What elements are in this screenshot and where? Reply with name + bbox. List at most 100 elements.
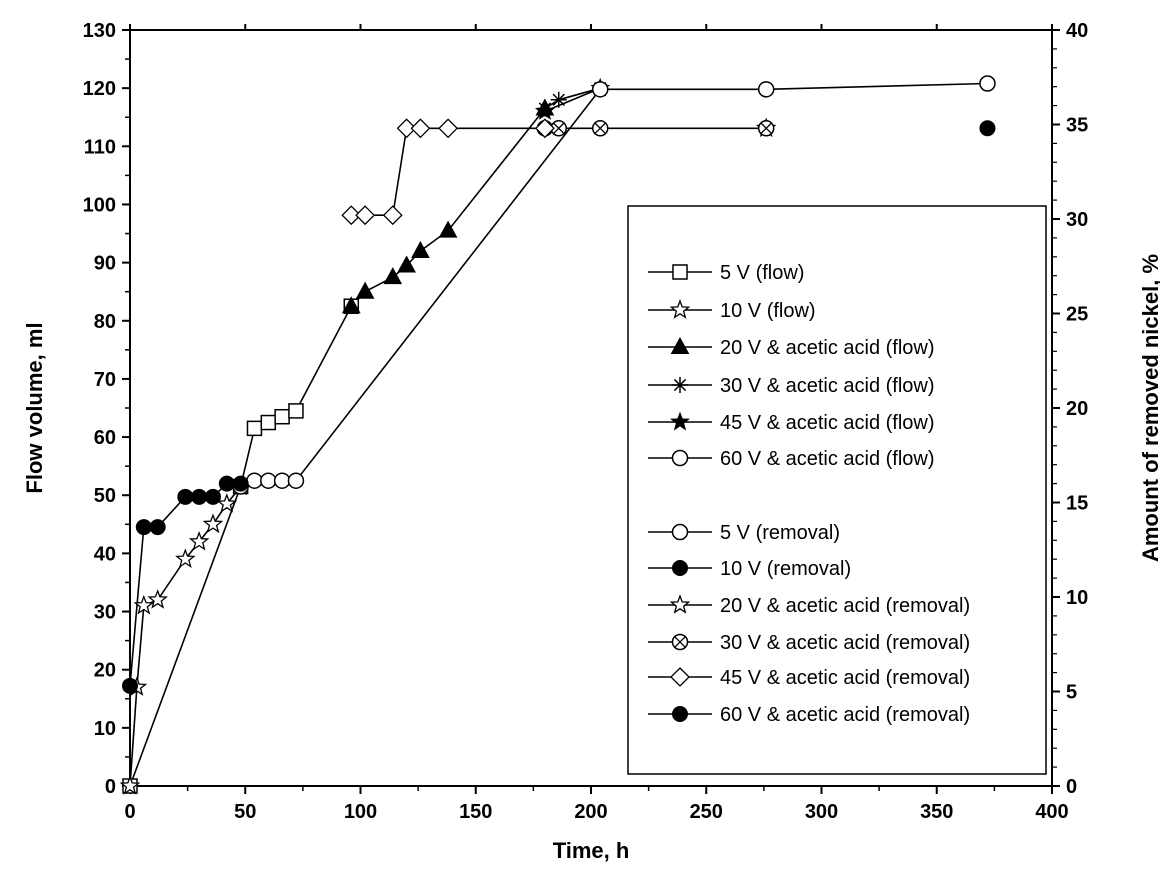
circle-cross-stroke	[760, 122, 772, 135]
data-point-20-v-acetic-acid-flow	[438, 220, 458, 238]
y-tick-label: 70	[94, 369, 116, 391]
data-point-45-v-acetic-acid-flow	[534, 100, 555, 120]
legend-box	[627, 205, 1047, 775]
y2-tick-label: 15	[1066, 493, 1088, 515]
data-point-60-v-acetic-acid-removal	[979, 120, 996, 137]
legend-marker	[670, 336, 690, 354]
y-tick-label: 130	[83, 20, 116, 42]
data-point-5-v-flow	[246, 420, 263, 437]
legend-marker	[670, 411, 690, 431]
x-tick-label: 350	[920, 801, 953, 823]
x-tick-label: 200	[574, 801, 607, 823]
legend-marker	[671, 633, 689, 651]
y-tick-label: 80	[94, 311, 116, 333]
legend-entry-label: 5 V (removal)	[720, 522, 840, 544]
legend-marker	[672, 377, 688, 393]
data-point-10-v-removal	[232, 475, 249, 492]
legend-entry-label: 10 V (flow)	[720, 300, 816, 322]
legend-entry-label: 20 V & acetic acid (flow)	[720, 337, 935, 359]
y2-axis-title: Amount of removed nickel, %	[1138, 254, 1160, 562]
legend-entry-label: 60 V & acetic acid (removal)	[720, 704, 970, 726]
data-point-5-v-flow	[274, 408, 290, 425]
asterisk-stroke	[552, 93, 565, 106]
data-point-10-v-flow	[147, 589, 168, 609]
data-point-10-v-flow	[216, 493, 238, 513]
legend-entry-label: 45 V & acetic acid (removal)	[720, 667, 970, 689]
data-point-45-v-acetic-acid-removal	[410, 118, 431, 139]
data-point-60-v-acetic-acid-flow	[273, 472, 291, 489]
data-point-20-v-acetic-acid-flow	[355, 281, 375, 299]
data-point-20-v-acetic-acid-flow	[341, 296, 361, 314]
data-point-60-v-acetic-acid-flow	[757, 81, 775, 98]
data-point-60-v-acetic-acid-flow	[246, 472, 263, 489]
y-tick-label: 90	[94, 253, 116, 275]
series-line-10-v-removal	[129, 482, 241, 686]
y-axis-title: Flow volume, ml	[22, 322, 47, 493]
data-point-10-v-flow	[188, 530, 210, 551]
data-point-20-v-acetic-acid-flow	[397, 255, 416, 273]
data-point-10-v-flow	[133, 594, 155, 615]
y2-tick-label: 20	[1066, 398, 1088, 420]
data-point-45-v-acetic-acid-removal	[341, 205, 362, 226]
y-tick-label: 20	[94, 660, 116, 682]
y2-tick-label: 0	[1066, 776, 1077, 798]
y-tick-label: 50	[94, 485, 116, 507]
data-point-10-v-removal	[191, 488, 208, 505]
y2-tick-label: 10	[1066, 587, 1088, 609]
legend-marker	[672, 560, 688, 576]
y2-tick-label: 30	[1066, 209, 1088, 231]
x-tick-label: 400	[1035, 801, 1068, 823]
data-point-10-v-removal	[218, 475, 235, 492]
asterisk-stroke	[673, 378, 687, 392]
x-tick-label: 300	[805, 801, 838, 823]
data-point-20-v-acetic-acid-flow	[383, 267, 403, 285]
data-point-10-v-removal	[135, 519, 152, 536]
data-point-30-v-acetic-acid-flow	[550, 91, 567, 108]
series-line-5-v-flow	[129, 305, 353, 787]
y-tick-label: 60	[94, 427, 116, 449]
x-tick-label: 150	[459, 801, 492, 823]
data-point-45-v-acetic-acid-removal	[438, 118, 459, 139]
legend-entry-label: 10 V (removal)	[720, 558, 851, 580]
data-point-30-v-acetic-acid-removal	[591, 120, 609, 137]
legend-entry-label: 60 V & acetic acid (flow)	[720, 448, 935, 470]
legend-marker	[672, 706, 688, 722]
y-tick-label: 100	[83, 194, 116, 216]
y2-tick-label: 35	[1066, 115, 1088, 137]
data-point-30-v-acetic-acid-removal	[757, 120, 775, 137]
legend-marker	[671, 523, 689, 541]
x-tick-label: 0	[124, 801, 135, 823]
data-point-60-v-acetic-acid-flow	[979, 75, 996, 92]
y2-tick-label: 25	[1066, 304, 1088, 326]
y-tick-label: 10	[94, 718, 116, 740]
y-tick-label: 40	[94, 543, 116, 565]
data-point-10-v-flow	[202, 513, 224, 534]
x-tick-label: 50	[234, 801, 256, 823]
y-tick-label: 110	[84, 136, 116, 158]
legend-marker	[672, 264, 688, 280]
circle-cross-stroke	[594, 122, 606, 135]
data-point-10-v-removal	[177, 488, 194, 505]
legend-entry-label: 20 V & acetic acid (removal)	[720, 595, 970, 617]
data-point-10-v-flow	[119, 775, 141, 795]
y2-tick-label: 40	[1066, 20, 1088, 42]
series-line-45-v-acetic-acid-flow	[544, 87, 601, 113]
x-axis-title: Time, h	[553, 838, 630, 863]
data-point-5-v-flow	[260, 414, 277, 431]
legend-entry-label: 30 V & acetic acid (flow)	[720, 375, 935, 397]
data-point-20-v-acetic-acid-flow	[411, 240, 430, 258]
legend-marker	[669, 299, 691, 319]
data-point-45-v-acetic-acid-removal	[396, 118, 417, 139]
data-point-10-v-removal	[204, 488, 221, 505]
data-point-45-v-acetic-acid-removal	[382, 205, 403, 226]
data-point-30-v-acetic-acid-removal	[550, 120, 567, 137]
y2-tick-label: 5	[1066, 682, 1077, 704]
data-point-60-v-acetic-acid-flow	[591, 81, 609, 98]
data-point-10-v-removal	[149, 519, 166, 536]
legend-entry-label: 45 V & acetic acid (flow)	[720, 412, 935, 434]
data-point-45-v-acetic-acid-removal	[534, 118, 555, 139]
data-point-10-v-flow	[175, 548, 196, 569]
legend-marker	[669, 594, 691, 614]
legend-entry-label: 30 V & acetic acid (removal)	[720, 632, 970, 654]
